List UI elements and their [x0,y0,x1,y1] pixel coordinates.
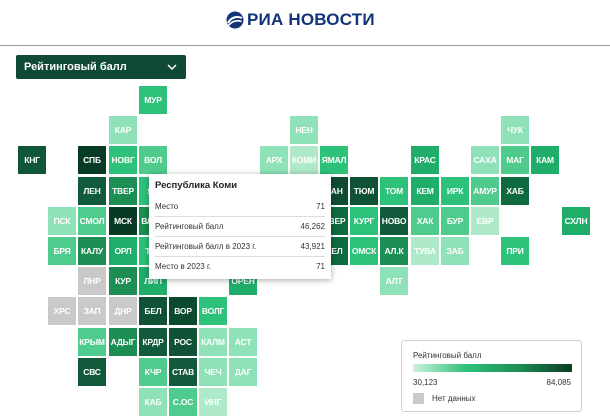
region-tile[interactable]: ЗАП [78,297,106,325]
region-tooltip: Республика Коми Место 71 Рейтинговый бал… [149,174,331,279]
region-tile[interactable]: КАР [109,116,137,144]
legend-nodata-swatch [413,393,424,404]
tooltip-row-label: Рейтинговый балл [155,222,224,231]
region-tile[interactable]: ТЮМ [350,177,378,205]
logo-text: РИА НОВОСТИ [247,10,375,29]
dropdown-label: Рейтинговый балл [24,61,127,73]
region-tile[interactable]: КЧР [139,358,167,386]
region-tile[interactable]: ДНР [109,297,137,325]
region-tile[interactable]: ВОЛ [139,146,167,174]
map-legend: Рейтинговый балл 30,123 84,085 Нет данны… [401,340,582,412]
region-tile[interactable]: СВС [78,358,106,386]
ria-logo-icon [226,11,244,29]
region-tile[interactable]: КРЫМ [78,328,106,356]
region-tile[interactable]: ЧУК [501,116,529,144]
region-tile[interactable]: ВОР [169,297,197,325]
region-tile[interactable]: ЧЕЧ [199,358,227,386]
region-tile[interactable]: МАГ [501,146,529,174]
region-tile[interactable]: ИНГ [199,388,227,416]
region-tile[interactable]: ОРЛ [109,237,137,265]
region-tile[interactable]: С.ОС [169,388,197,416]
region-tile[interactable]: БЕЛ [139,297,167,325]
region-tile[interactable]: АДЫГ [109,328,137,356]
tooltip-row-rank-2023: Место в 2023 г. 71 [155,257,325,276]
region-tile[interactable]: СХЛН [562,207,590,235]
region-tile[interactable]: АСТ [229,328,257,356]
region-tile[interactable]: ПРИ [501,237,529,265]
region-tile[interactable]: КАМ [531,146,559,174]
tooltip-row-value: 43,921 [300,242,325,251]
tooltip-row-label: Рейтинговый балл в 2023 г. [155,242,257,251]
tooltip-row-score-2023: Рейтинговый балл в 2023 г. 43,921 [155,237,325,257]
region-tile[interactable]: ОМСК [350,237,378,265]
region-tile[interactable]: ХАК [411,207,439,235]
region-tile[interactable]: ИРК [441,177,469,205]
region-tile[interactable]: АЛТ [380,267,408,295]
region-tile[interactable]: МУР [139,86,167,114]
metric-dropdown[interactable]: Рейтинговый балл [16,55,186,79]
region-tile[interactable]: ЛНР [78,267,106,295]
tooltip-row-label: Место [155,202,179,211]
region-tile[interactable]: ХРС [48,297,76,325]
tooltip-row-value: 71 [316,262,325,271]
region-tile[interactable]: ЗАБ [441,237,469,265]
legend-title: Рейтинговый балл [413,351,482,360]
region-tile[interactable]: АМУР [471,177,499,205]
region-tile[interactable]: ЛЕН [78,177,106,205]
region-tile[interactable]: КУРГ [350,207,378,235]
region-tile[interactable]: ПСК [48,207,76,235]
legend-min-value: 30,123 [413,378,438,387]
region-tile[interactable]: АРХ [260,146,288,174]
legend-max-value: 84,085 [546,378,571,387]
tooltip-row-label: Место в 2023 г. [155,262,212,271]
region-tile[interactable]: КУР [109,267,137,295]
region-tile[interactable]: ЯМАЛ [320,146,348,174]
tooltip-row-value: 71 [316,202,325,211]
region-tile[interactable]: КАЛМ [199,328,227,356]
legend-gradient-bar [413,364,572,372]
region-tile[interactable]: КЕМ [411,177,439,205]
region-tile[interactable]: ВОЛГ [199,297,227,325]
region-tile[interactable]: СПБ [78,146,106,174]
region-tile[interactable]: КОМИ [290,146,318,174]
region-tile[interactable]: ТУВА [411,237,439,265]
region-tile[interactable]: ХАБ [501,177,529,205]
region-tile[interactable]: КАБ [139,388,167,416]
region-tile[interactable]: КРДР [139,328,167,356]
chevron-down-icon [167,64,177,71]
region-tile[interactable]: САХА [471,146,499,174]
region-tile[interactable]: РОС [169,328,197,356]
region-tile[interactable]: НЕН [290,116,318,144]
tooltip-row-value: 46,262 [300,222,325,231]
legend-nodata-label: Нет данных [432,394,476,403]
tooltip-title: Республика Коми [155,180,238,191]
region-tile[interactable]: КНГ [18,146,46,174]
region-tile[interactable]: БРЯ [48,237,76,265]
region-tile[interactable]: ТВЕР [109,177,137,205]
region-tile[interactable]: НОВО [380,207,408,235]
region-tile[interactable]: СМОЛ [78,207,106,235]
region-tile[interactable]: КРАС [411,146,439,174]
tooltip-row-rank: Место 71 [155,197,325,217]
ria-logo[interactable]: РИА НОВОСТИ [226,9,375,31]
region-tile[interactable]: СТАВ [169,358,197,386]
region-tile[interactable]: МСК [109,207,137,235]
region-tile[interactable]: НОВГ [109,146,137,174]
site-header: РИА НОВОСТИ [0,0,610,46]
region-tile[interactable]: КАЛУ [78,237,106,265]
region-tile[interactable]: ТОМ [380,177,408,205]
region-tile[interactable]: БУР [441,207,469,235]
tooltip-row-score: Рейтинговый балл 46,262 [155,217,325,237]
region-tile[interactable]: ЕВР [471,207,499,235]
region-tile[interactable]: ДАГ [229,358,257,386]
region-tile[interactable]: АЛ.К [380,237,408,265]
